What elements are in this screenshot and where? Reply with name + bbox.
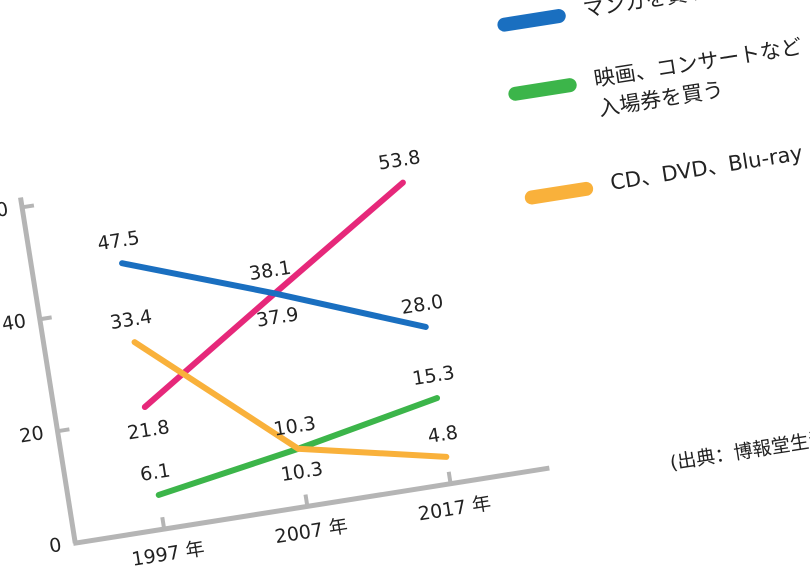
legend-label: マンガを買う (581, 0, 710, 22)
y-tick-label: 60 (0, 198, 10, 224)
legend-swatch (508, 78, 577, 101)
legend-label: CD、DVD、Blu-ray (608, 140, 805, 195)
legend-label-box: CD、DVD、Blu-ray (608, 140, 805, 195)
y-tick (57, 427, 70, 434)
y-tick (39, 315, 52, 322)
data-label: 21.8 (126, 416, 171, 444)
x-tick (303, 494, 310, 507)
x-tick-label: 1997 年 (130, 538, 206, 571)
x-tick-label: 2007 年 (273, 515, 349, 548)
data-label: 47.5 (96, 227, 141, 255)
y-axis (18, 197, 78, 544)
series-line (119, 260, 429, 330)
y-tick-label: 0 (48, 534, 63, 558)
data-label: 28.0 (400, 291, 445, 319)
data-label: 10.3 (279, 458, 324, 486)
series-line (131, 339, 450, 460)
x-tick (160, 516, 167, 530)
y-tick-label: 20 (18, 422, 45, 448)
source-note: (出典：博報堂生活総研「 (668, 419, 810, 475)
data-label: 33.4 (108, 306, 153, 334)
y-tick (21, 203, 35, 210)
legend-swatch (524, 181, 594, 205)
y-tick (74, 539, 88, 546)
y-tick-label: 40 (0, 310, 27, 336)
x-axis (72, 465, 550, 546)
legend-swatch (497, 9, 566, 32)
data-label: 10.3 (272, 412, 317, 440)
data-label: 4.8 (426, 421, 459, 447)
data-label: 53.8 (377, 146, 422, 174)
data-label: 6.1 (139, 459, 172, 485)
x-tick-label: 2017 年 (417, 492, 493, 525)
x-tick (446, 471, 453, 485)
data-label: 15.3 (411, 362, 456, 390)
